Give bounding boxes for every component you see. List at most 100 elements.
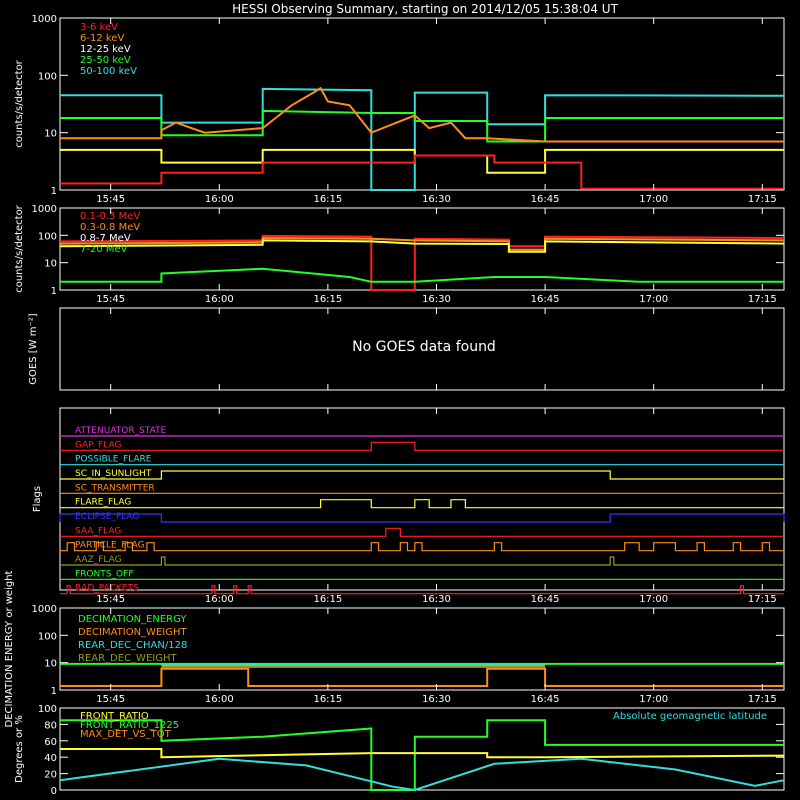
flag-label: POSSIBLE_FLARE — [75, 455, 152, 465]
x-tick-label: 16:15 — [313, 194, 342, 205]
y-axis-label: counts/s/detector — [14, 204, 25, 292]
flag-line — [60, 527, 784, 537]
x-tick-label: 17:15 — [748, 594, 777, 605]
y-tick-label: 80 — [44, 720, 57, 731]
series-layer — [60, 86, 785, 191]
y-tick-label: 10 — [44, 129, 57, 140]
y-ticks: 1 10 100 1000 — [32, 204, 784, 297]
y-axis-label: counts/s/detector — [14, 59, 25, 147]
legend-entry: 7-20 MeV — [80, 244, 128, 255]
flag-label: PARTICLE_FLAG — [75, 541, 145, 551]
x-tick-label: 16:30 — [422, 294, 451, 305]
flag-line — [60, 556, 784, 566]
y-tick-label: 1000 — [32, 204, 57, 215]
y-tick-label: 60 — [44, 737, 57, 748]
x-tick-label: 15:45 — [96, 294, 125, 305]
series-layer — [59, 234, 785, 291]
panel-frame — [59, 307, 785, 391]
flag-label: FLARE_FLAG — [75, 498, 131, 508]
flag-line — [60, 441, 784, 451]
x-ticks: 15:45 16:00 16:15 16:30 16:45 17:00 17:15 — [96, 208, 777, 305]
series-line-yellow — [60, 748, 785, 759]
series-line-yellow — [59, 239, 785, 253]
flag-label: FRONTS_OFF — [75, 569, 133, 579]
series-layer — [60, 662, 784, 687]
flag-label: BAD_PACKETS — [75, 584, 139, 594]
y-tick-label: 1000 — [32, 604, 57, 615]
y-tick-label: 10 — [44, 659, 57, 670]
x-tick-label: 16:15 — [313, 294, 342, 305]
panel-decimation: DECIMATION_ENERGY DECIMATION_WEIGHT REAR_D… — [4, 570, 785, 727]
y-tick-label: 100 — [38, 231, 57, 242]
series-layer — [59, 719, 785, 792]
legend-entry: 12-25 keV — [80, 44, 131, 55]
y-tick-label: 0 — [51, 786, 57, 797]
series-line-red — [60, 154, 784, 190]
flag-label: ATTENUATOR_STATE — [75, 426, 167, 436]
x-tick-label: 15:45 — [96, 594, 125, 605]
y-tick-label: 20 — [44, 770, 57, 781]
y-tick-label: 1 — [51, 186, 57, 197]
flag-label: SAA_FLAG — [75, 526, 121, 536]
flag-label: SC_IN_SUNLIGHT — [75, 469, 152, 479]
legend-entry: DECIMATION_ENERGY — [78, 614, 187, 625]
legend: DECIMATION_ENERGY DECIMATION_WEIGHT REAR_D… — [78, 614, 187, 664]
legend-entry: 50-100 keV — [80, 66, 137, 77]
flag-line — [59, 513, 785, 523]
x-tick-label: 16:45 — [531, 594, 560, 605]
panel-frame — [59, 407, 785, 591]
x-tick-label: 15:45 — [96, 694, 125, 705]
y-tick-label: 10 — [44, 259, 57, 270]
x-tick-label: 16:30 — [422, 194, 451, 205]
flag-lines: ATTENUATOR_STATE GAP_FLAG POSSIBLE_FLARE SC… — [59, 426, 785, 595]
series-line-orange — [60, 86, 784, 143]
x-ticks: 15:45 16:00 16:15 16:30 16:45 17:00 17:15 — [96, 408, 777, 605]
x-tick-label: 15:45 — [96, 194, 125, 205]
panel-goes: No GOES data found GOES [W m⁻²] — [28, 307, 785, 391]
legend-entry: MAX_DET_VS_TOT — [80, 729, 172, 740]
legend-entry: FRONT_RATIO_1225 — [80, 720, 179, 731]
flag-line — [60, 585, 784, 595]
x-ticks: 15:45 16:00 16:15 16:30 16:45 17:00 17:15 — [96, 608, 777, 705]
legend-entry: REAR_DEC_CHAN/128 — [78, 640, 187, 651]
series-line-yellow — [60, 148, 784, 174]
series-line-orange — [60, 667, 784, 687]
x-tick-label: 16:00 — [205, 594, 234, 605]
panel-frame — [59, 607, 785, 691]
x-tick-label: 17:15 — [748, 194, 777, 205]
legend-entry: 25-50 keV — [80, 55, 131, 66]
x-tick-label: 16:30 — [422, 594, 451, 605]
x-tick-label: 17:00 — [639, 294, 668, 305]
panel-ratios: FRONT_RATIOFRONT_RATIO_1225MAX_DET_VS_TO… — [14, 704, 785, 797]
flag-line — [60, 470, 784, 480]
x-tick-label: 16:00 — [205, 694, 234, 705]
y-tick-label: 40 — [44, 753, 57, 764]
x-tick-label: 17:00 — [639, 194, 668, 205]
legend-entry: FRONT_RATIO — [80, 711, 149, 722]
x-tick-label: 16:45 — [531, 694, 560, 705]
flag-label: AAZ_FLAG — [75, 555, 122, 565]
y-tick-label: 100 — [38, 704, 57, 715]
y-tick-label: 100 — [38, 71, 57, 82]
x-tick-label: 17:15 — [748, 294, 777, 305]
y-axis-label: Flags — [32, 486, 43, 512]
panel-frame — [59, 17, 785, 191]
flag-line — [60, 542, 784, 552]
x-tick-label: 16:00 — [205, 194, 234, 205]
y-ticks: 0 20 40 60 80 100 — [38, 704, 784, 797]
y-axis-label: DECIMATION ENERGY or weight — [4, 570, 15, 727]
y-ticks: 1 10 100 1000 — [32, 604, 784, 697]
y-axis-label: Degrees or % — [14, 715, 25, 783]
y-ticks: 1 10 100 1000 — [32, 14, 784, 197]
y-tick-label: 1 — [51, 686, 57, 697]
geomagnetic-latitude-note: Absolute geomagnetic latitude — [613, 711, 767, 722]
legend-entry: 0.8-7 MeV — [80, 233, 131, 244]
x-tick-label: 17:00 — [639, 694, 668, 705]
legend-entry: 3-6 keV — [80, 22, 118, 33]
legend-entry: 0.3-0.8 MeV — [80, 222, 140, 233]
series-line-green — [60, 267, 784, 283]
x-tick-label: 16:45 — [531, 294, 560, 305]
